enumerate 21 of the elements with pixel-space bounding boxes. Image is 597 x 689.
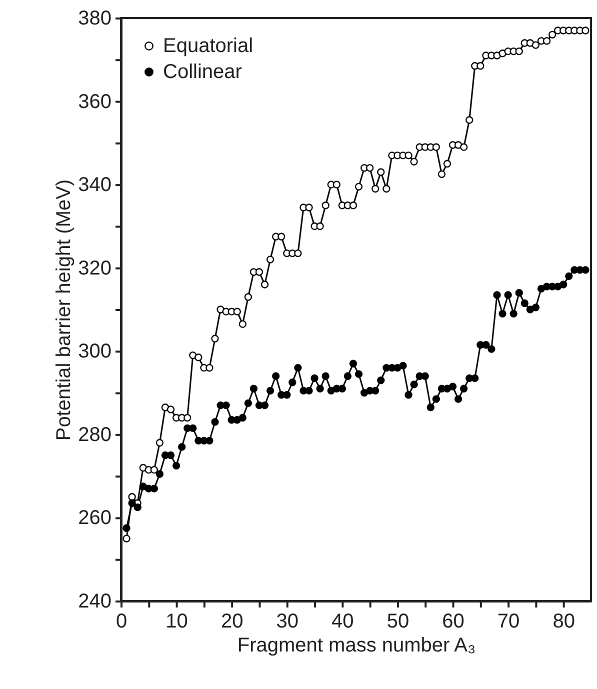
y-tick-label: 280: [78, 424, 112, 446]
y-tick-label: 300: [78, 340, 112, 363]
legend-label: Equatorial: [163, 35, 254, 57]
x-tick-label: 70: [497, 610, 520, 632]
x-tick-label: 50: [386, 610, 410, 632]
x-tick-label: 60: [442, 610, 464, 632]
x-tick-label: 40: [332, 610, 354, 632]
x-tick-label: 0: [116, 610, 128, 632]
y-tick-label: 340: [78, 174, 112, 196]
x-axis-title: Fragment mass number A₃: [237, 634, 476, 656]
legend-label: Collinear: [163, 61, 242, 83]
x-tick-label: 20: [220, 610, 244, 632]
y-axis-title: Potential barrier height (MeV): [53, 179, 76, 441]
x-tick-label: 10: [166, 610, 188, 632]
x-tick-label: 30: [276, 610, 299, 632]
y-tick-label: 360: [78, 90, 112, 113]
y-tick-label: 260: [78, 507, 112, 530]
x-tick-label: 80: [552, 610, 575, 632]
y-tick-label: 380: [78, 8, 112, 30]
y-tick-label: 240: [78, 590, 112, 612]
y-tick-label: 320: [78, 257, 112, 280]
